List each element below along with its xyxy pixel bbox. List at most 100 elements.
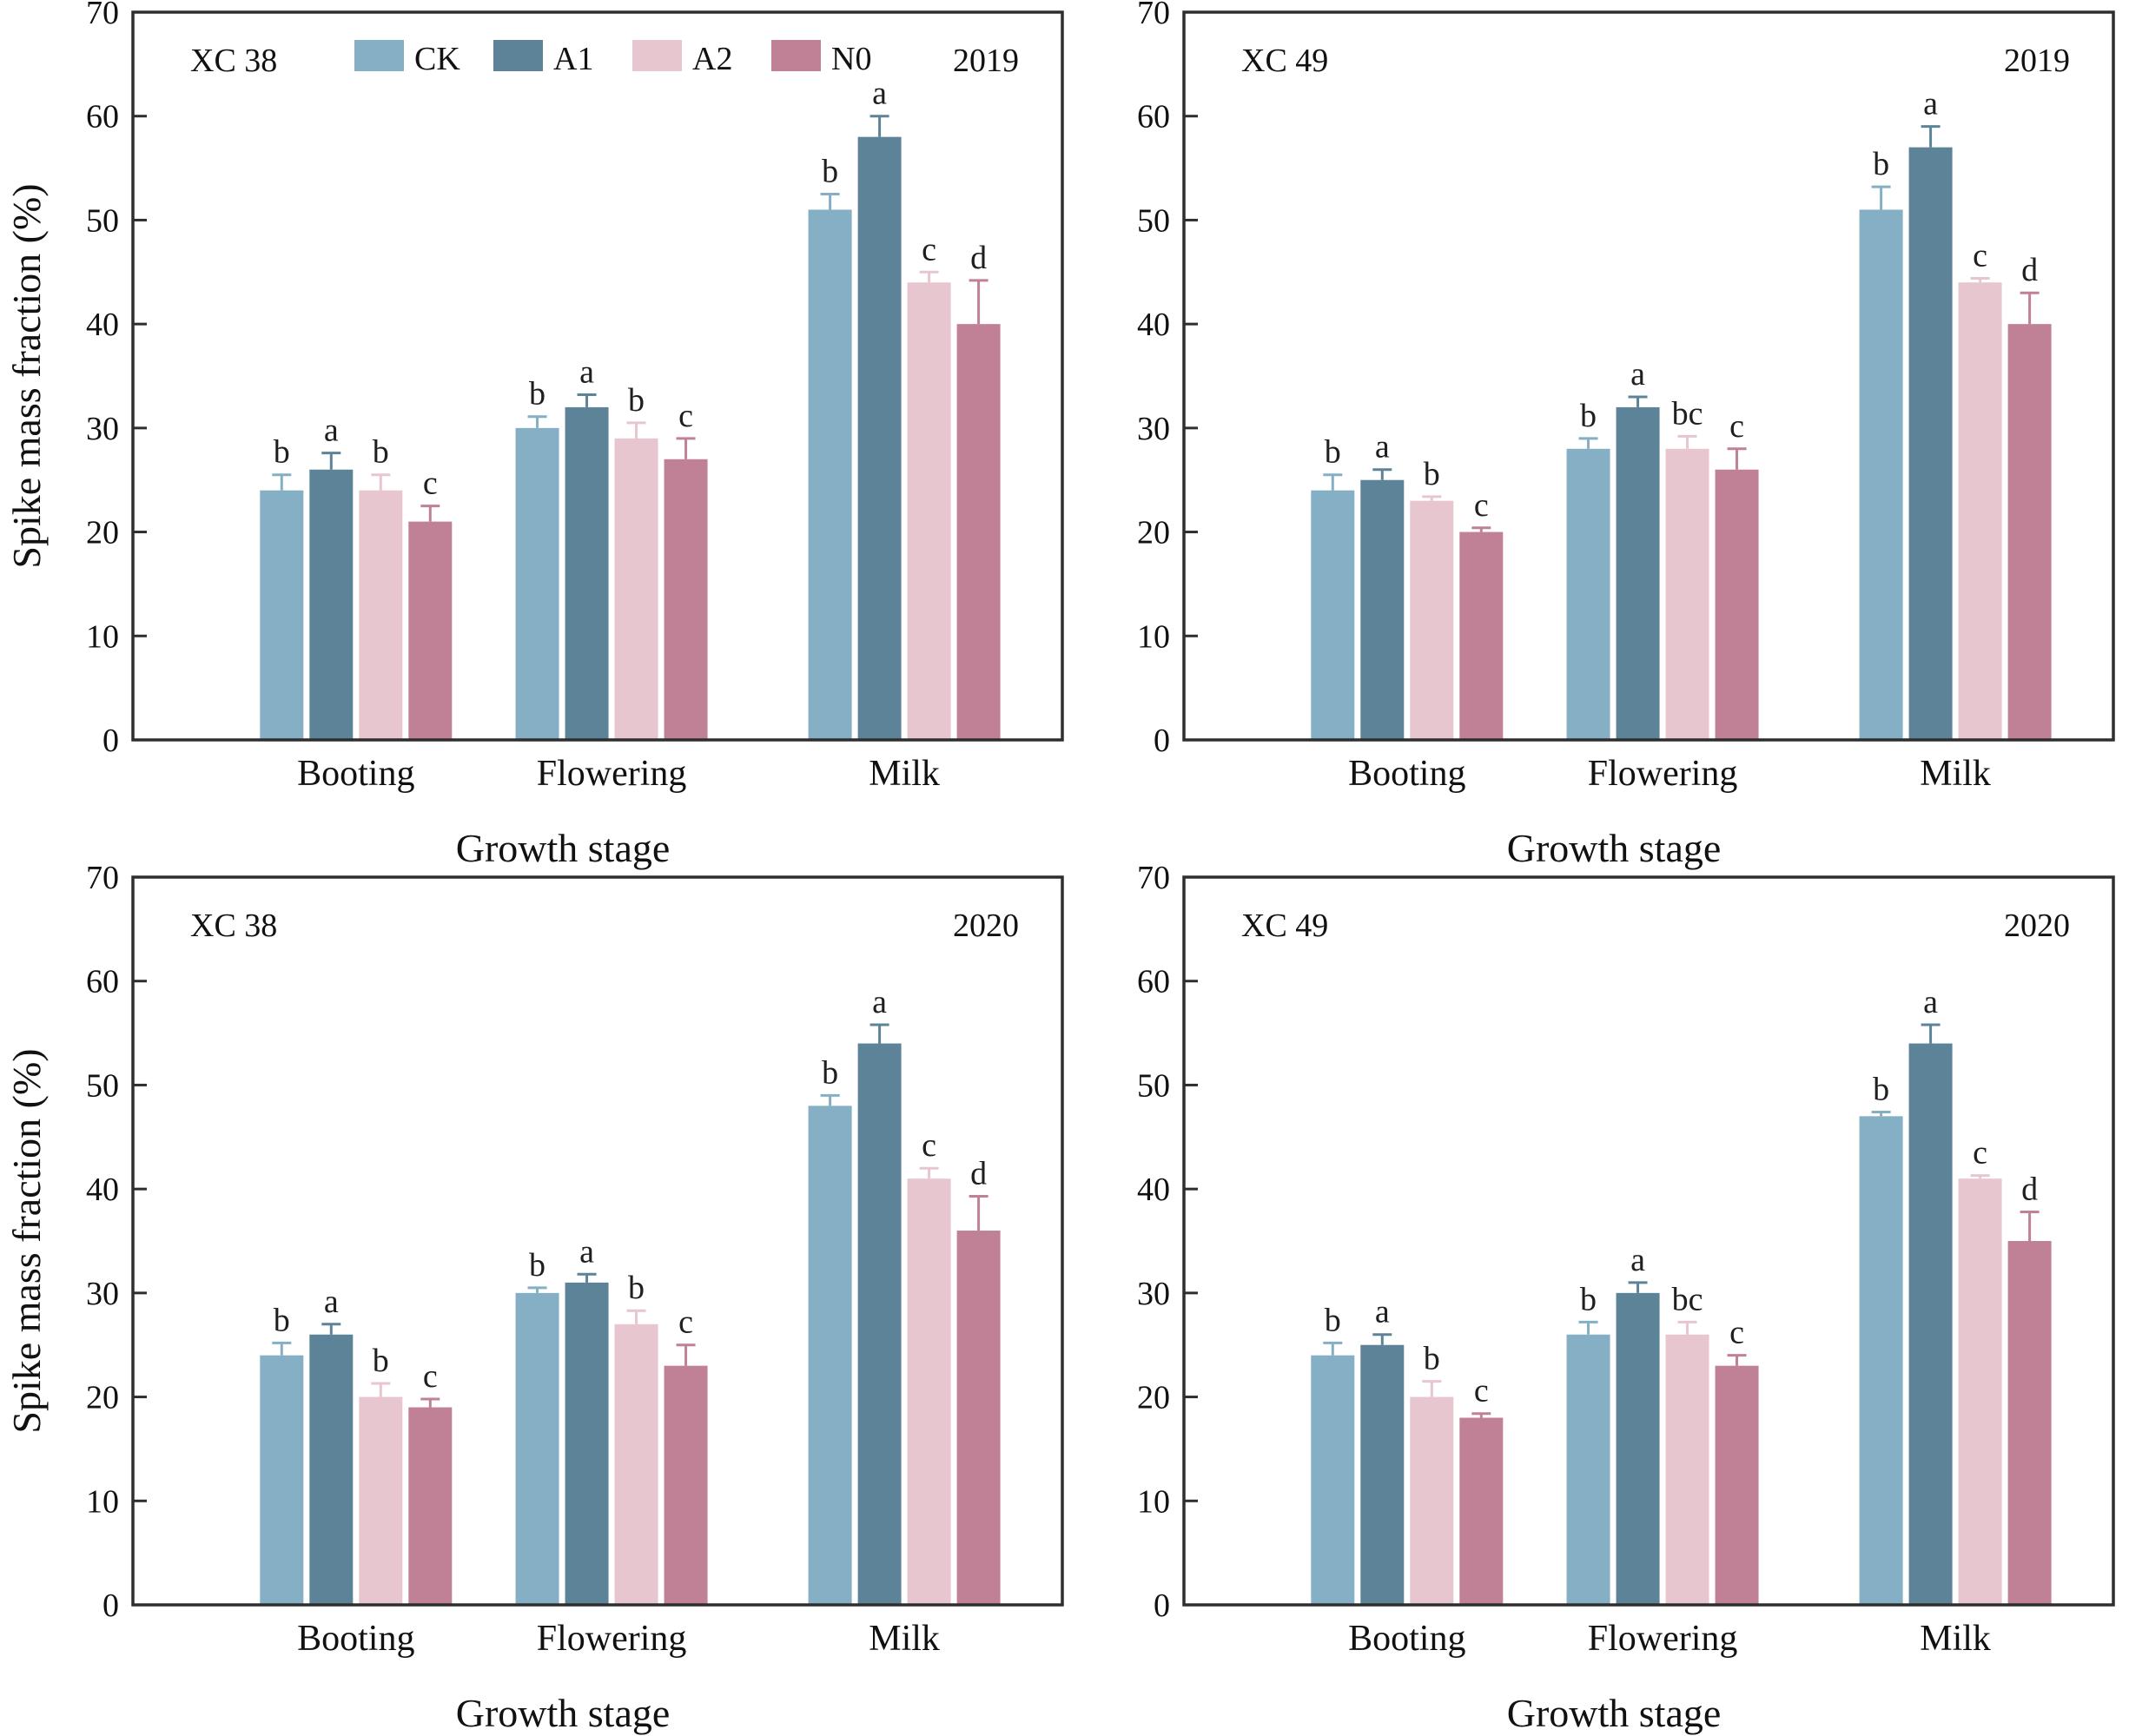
sig-letter-A1-Flowering: a bbox=[579, 354, 594, 391]
legend-label-N0: N0 bbox=[831, 41, 871, 77]
bar-A2-Booting bbox=[1410, 500, 1454, 740]
sig-letter-A1-Milk: a bbox=[1923, 86, 1938, 122]
sig-letter-A1-Milk: a bbox=[1923, 984, 1938, 1020]
y-tick-label-20: 20 bbox=[86, 1380, 119, 1416]
y-axis-title: Spike mass fraction (%) bbox=[4, 1048, 49, 1434]
sig-letter-N0-Flowering: c bbox=[678, 398, 693, 434]
bar-CK-Flowering bbox=[1566, 1334, 1610, 1605]
y-tick-label-50: 50 bbox=[1137, 202, 1170, 239]
sig-letter-CK-Milk: b bbox=[1873, 146, 1889, 182]
sig-letter-CK-Flowering: b bbox=[529, 1247, 545, 1284]
y-tick-label-60: 60 bbox=[86, 964, 119, 1000]
x-tick-label-Booting: Booting bbox=[1348, 754, 1465, 794]
bar-A2-Milk bbox=[907, 282, 951, 740]
sig-letter-CK-Booting: b bbox=[1325, 434, 1341, 471]
sig-letter-A1-Flowering: a bbox=[579, 1233, 594, 1270]
x-tick-label-Flowering: Flowering bbox=[1588, 754, 1738, 794]
sig-letter-CK-Flowering: b bbox=[1580, 398, 1597, 434]
legend-swatch-CK bbox=[354, 40, 404, 71]
sig-letter-A2-Flowering: bc bbox=[1672, 395, 1703, 432]
sig-letter-N0-Milk: d bbox=[970, 240, 987, 276]
bar-N0-Flowering bbox=[664, 1365, 708, 1605]
sig-letter-A1-Booting: a bbox=[324, 1284, 339, 1320]
y-tick-label-10: 10 bbox=[1137, 1483, 1170, 1520]
bar-A1-Milk bbox=[857, 136, 902, 740]
x-tick-label-Booting: Booting bbox=[1348, 1619, 1465, 1659]
y-tick-label-70: 70 bbox=[1137, 865, 1170, 896]
panel-xc49-2020: 0 10 20 30 40 50 60 70 b b b a a a b bc c c c d Booting Flowe… bbox=[1077, 865, 2129, 1735]
x-tick-label-Flowering: Flowering bbox=[537, 754, 687, 794]
x-tick-label-Booting: Booting bbox=[297, 1619, 414, 1659]
bar-A1-Flowering bbox=[565, 1282, 609, 1605]
bar-CK-Booting bbox=[1311, 1355, 1355, 1605]
panel-xc38-2019: Spike mass fraction (%) 0 10 20 30 40 50 60 70 b… bbox=[0, 0, 1077, 870]
panel-year: 2019 bbox=[2004, 43, 2070, 79]
plot-border bbox=[131, 875, 1064, 1607]
sig-letter-CK-Booting: b bbox=[1325, 1302, 1341, 1338]
bar-N0-Flowering bbox=[1715, 469, 1759, 740]
bar-A1-Flowering bbox=[565, 406, 609, 740]
sig-letter-N0-Milk: d bbox=[2021, 1171, 2038, 1207]
y-tick-label-40: 40 bbox=[86, 1172, 119, 1208]
bar-A2-Flowering bbox=[614, 438, 658, 740]
plot-border bbox=[1182, 10, 2115, 742]
y-tick-label-70: 70 bbox=[86, 0, 119, 31]
legend-swatch-A2 bbox=[632, 40, 682, 71]
bar-N0-Milk bbox=[2007, 324, 2052, 740]
x-axis-title: Growth stage bbox=[1506, 826, 1722, 870]
bar-N0-Milk bbox=[956, 1231, 1001, 1605]
x-tick-label-Milk: Milk bbox=[1920, 754, 1991, 794]
bar-N0-Milk bbox=[2007, 1241, 2052, 1605]
bar-A1-Flowering bbox=[1616, 1292, 1660, 1605]
bar-CK-Booting bbox=[1311, 490, 1355, 740]
bar-CK-Flowering bbox=[515, 427, 559, 740]
y-tick-label-50: 50 bbox=[86, 202, 119, 239]
plot-border bbox=[131, 10, 1064, 742]
y-axis-title: Spike mass fraction (%) bbox=[4, 183, 49, 569]
sig-letter-N0-Booting: c bbox=[423, 1358, 438, 1395]
sig-letter-CK-Milk: b bbox=[1873, 1072, 1889, 1108]
bar-CK-Milk bbox=[808, 209, 852, 740]
bar-A2-Flowering bbox=[1665, 448, 1709, 740]
panel-title: XC 38 bbox=[190, 43, 277, 79]
x-tick-label-Milk: Milk bbox=[869, 1619, 940, 1659]
sig-letter-CK-Milk: b bbox=[822, 1054, 838, 1091]
bar-A2-Booting bbox=[359, 1396, 403, 1605]
sig-letter-A1-Booting: a bbox=[1375, 429, 1390, 465]
panel-year: 2020 bbox=[2004, 908, 2070, 944]
bar-N0-Booting bbox=[408, 1407, 453, 1605]
panel-title: XC 49 bbox=[1241, 43, 1328, 79]
sig-letter-A1-Milk: a bbox=[872, 76, 887, 112]
sig-letter-A1-Booting: a bbox=[1375, 1294, 1390, 1330]
panel-title: XC 38 bbox=[190, 908, 277, 944]
sig-letter-N0-Booting: c bbox=[1474, 487, 1489, 524]
bar-CK-Milk bbox=[1859, 209, 1903, 740]
y-tick-label-30: 30 bbox=[1137, 411, 1170, 447]
sig-letter-N0-Booting: c bbox=[423, 465, 438, 502]
bar-N0-Flowering bbox=[664, 459, 708, 740]
bar-A2-Milk bbox=[1958, 1178, 2002, 1605]
bar-CK-Milk bbox=[1859, 1116, 1903, 1605]
panel-xc38-2020: Spike mass fraction (%) 0 10 20 30 40 50 60 70 b… bbox=[0, 865, 1077, 1735]
y-tick-label-0: 0 bbox=[102, 1587, 119, 1624]
sig-letter-A2-Flowering: b bbox=[628, 1270, 645, 1306]
y-tick-label-40: 40 bbox=[1137, 1172, 1170, 1208]
bar-A2-Milk bbox=[1958, 282, 2002, 740]
y-tick-label-10: 10 bbox=[86, 1483, 119, 1520]
sig-letter-CK-Booting: b bbox=[274, 434, 290, 471]
bar-A2-Flowering bbox=[614, 1323, 658, 1605]
y-tick-label-0: 0 bbox=[102, 723, 119, 759]
bar-A2-Booting bbox=[1410, 1396, 1454, 1605]
y-tick-label-10: 10 bbox=[86, 618, 119, 655]
sig-letter-A2-Booting: b bbox=[1424, 456, 1440, 492]
x-axis-title: Growth stage bbox=[455, 1691, 671, 1735]
y-tick-label-10: 10 bbox=[1137, 618, 1170, 655]
bar-A1-Flowering bbox=[1616, 406, 1660, 740]
panel-title: XC 49 bbox=[1241, 908, 1328, 944]
sig-letter-A2-Flowering: b bbox=[628, 382, 645, 419]
y-tick-label-70: 70 bbox=[1137, 0, 1170, 31]
y-tick-label-20: 20 bbox=[86, 515, 119, 551]
sig-letter-A2-Milk: c bbox=[1973, 1135, 1987, 1172]
y-tick-label-60: 60 bbox=[1137, 99, 1170, 135]
